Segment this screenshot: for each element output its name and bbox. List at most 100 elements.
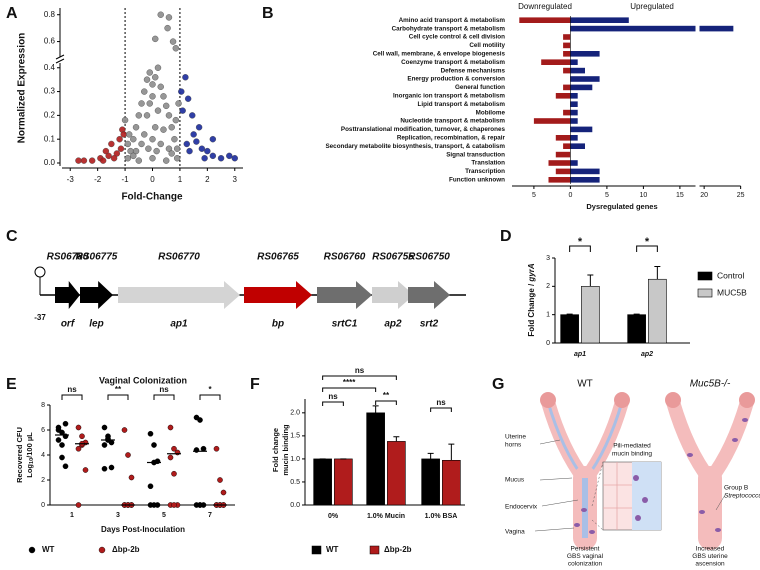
x-tick-label: 20	[700, 192, 708, 199]
point	[163, 102, 170, 110]
bacteria-label: Streptococcus	[724, 493, 760, 500]
point	[75, 424, 82, 431]
bar	[563, 34, 571, 40]
y-axis-label-part: /100 µL	[25, 432, 34, 458]
point	[146, 100, 153, 107]
point	[157, 11, 164, 18]
significance-bracket	[107, 394, 129, 400]
significance-bracket	[322, 375, 397, 380]
point	[165, 145, 173, 152]
bar	[570, 168, 600, 175]
point	[178, 88, 185, 95]
bar	[563, 109, 571, 116]
category-label: Mobilome	[476, 109, 506, 116]
gene-arrow	[372, 281, 414, 309]
y-tick-label: 1.5	[290, 433, 300, 440]
point	[226, 152, 233, 160]
point	[217, 477, 223, 483]
category-label: Transcription	[465, 168, 505, 175]
bar	[570, 59, 578, 65]
point	[102, 147, 110, 155]
category-label: Amino acid transport & metabolism	[399, 17, 506, 24]
point	[168, 150, 175, 157]
y-tick-label: 0.3	[44, 87, 56, 96]
point	[145, 145, 152, 152]
point	[209, 135, 217, 143]
bar	[570, 118, 578, 124]
significance-bracket	[153, 394, 175, 400]
significance-bracket	[430, 407, 452, 412]
bar	[570, 17, 629, 23]
point	[186, 147, 193, 155]
point	[160, 126, 167, 133]
bar	[560, 314, 579, 344]
point	[124, 155, 132, 162]
bar	[570, 76, 600, 82]
point	[132, 147, 140, 155]
point	[108, 464, 115, 471]
category-label: Posttranslational modification, turnover…	[341, 126, 506, 133]
point	[141, 88, 148, 95]
chart-title: Vaginal Colonization	[99, 375, 187, 385]
point	[197, 502, 203, 508]
bar	[563, 143, 571, 149]
point	[62, 420, 69, 427]
point	[168, 124, 175, 131]
panel-letter: D	[500, 228, 512, 245]
x-tick-label: 1	[178, 175, 183, 184]
significance-label: **	[383, 391, 390, 400]
significance-bracket	[569, 245, 591, 252]
point	[147, 430, 154, 437]
y-tick-label: 2	[41, 477, 45, 484]
x-tick-label: 10	[640, 192, 648, 199]
point	[149, 155, 156, 162]
point	[151, 442, 157, 448]
y-axis-label-part: 10	[29, 458, 35, 464]
bar	[570, 51, 600, 57]
y-axis-label-part: gyrA	[527, 263, 536, 282]
promoter	[34, 266, 46, 278]
illustration-title: WT	[577, 379, 593, 390]
bar	[442, 459, 461, 506]
significance-label: ****	[343, 378, 356, 387]
y-tick-label: 2	[546, 283, 550, 290]
point	[153, 147, 160, 155]
x-tick-label: 0%	[328, 513, 339, 520]
caption: ascension	[695, 561, 725, 568]
gene-arrow	[118, 281, 240, 309]
x-tick-label: 0	[568, 192, 572, 199]
point	[163, 157, 170, 164]
category-label: Cell cycle control & cell division	[409, 34, 505, 41]
x-tick-label: 0	[150, 175, 155, 184]
y-tick-label: 2.0	[290, 410, 300, 417]
bar	[563, 67, 571, 74]
error-bar	[566, 313, 573, 315]
y-tick-label: 3	[546, 255, 550, 262]
bar	[570, 143, 585, 149]
x-axis-label: Days Post-Inoculation	[101, 525, 185, 534]
category-label: Function unknown	[449, 176, 505, 183]
point	[172, 45, 180, 52]
point	[59, 454, 65, 461]
locus-label: RS06760	[324, 252, 366, 263]
point	[149, 135, 156, 143]
bar	[519, 17, 571, 23]
point	[117, 145, 125, 152]
point	[195, 124, 203, 131]
y-tick-label: 0.4	[44, 63, 56, 72]
significance-label: ns	[328, 392, 338, 401]
locus-label: RS06765	[257, 252, 299, 263]
point	[152, 35, 159, 43]
axis-break	[55, 54, 65, 64]
point	[75, 502, 82, 508]
legend-swatch	[369, 545, 380, 555]
point	[125, 131, 133, 138]
point	[141, 131, 148, 138]
y-tick-label: 0	[41, 502, 45, 509]
category-label: Coenzyme transport & metabolism	[401, 59, 505, 66]
legend-marker	[98, 546, 106, 554]
error-bar	[372, 405, 379, 413]
y-axis-label: Recovered CFU	[15, 427, 24, 483]
point	[167, 454, 174, 461]
